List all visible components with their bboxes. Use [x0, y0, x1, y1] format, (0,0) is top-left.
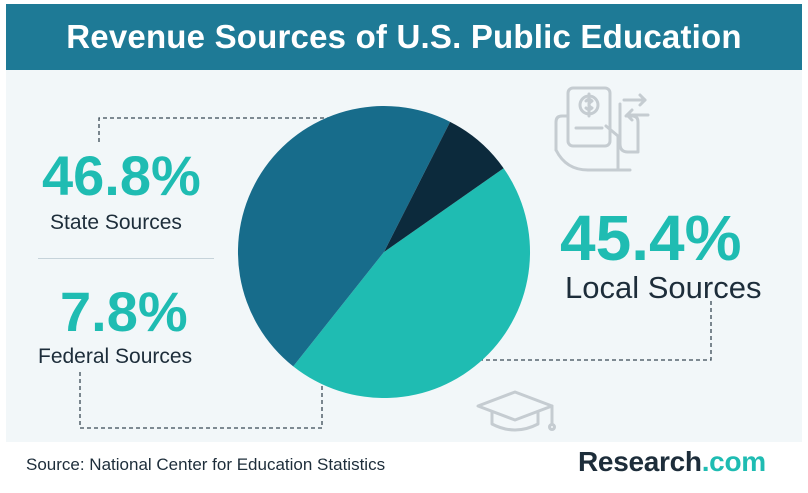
pie-slices [237, 105, 531, 399]
federal-label: Federal Sources [38, 345, 193, 368]
pie-slice-local-sources [293, 168, 531, 399]
federal-leader-line [79, 372, 323, 429]
local-leader-line [480, 301, 712, 361]
local-label: Local Sources [565, 270, 762, 305]
chart-title: Revenue Sources of U.S. Public Education [66, 18, 742, 55]
brand-suffix: .com [701, 446, 766, 477]
header-bar: Revenue Sources of U.S. Public Education [6, 4, 802, 70]
pie-slice-federal-sources [384, 121, 504, 252]
infographic: Revenue Sources of U.S. Public Education [6, 4, 802, 490]
federal-percent: 7.8% [60, 280, 188, 343]
brand-logo: Research.com [578, 446, 766, 478]
brand-name: Research [578, 446, 702, 477]
left-divider [38, 258, 214, 259]
state-leader-line [98, 117, 362, 142]
graduation-cap-icon [476, 390, 556, 432]
footer-bar [6, 442, 802, 490]
pie-slice-state-sources [237, 105, 451, 367]
local-percent: 45.4% [560, 202, 742, 274]
source-note: Source: National Center for Education St… [26, 455, 386, 474]
state-percent: 46.8% [42, 144, 201, 207]
payment-hand-icon [554, 86, 650, 172]
state-label: State Sources [50, 211, 182, 234]
